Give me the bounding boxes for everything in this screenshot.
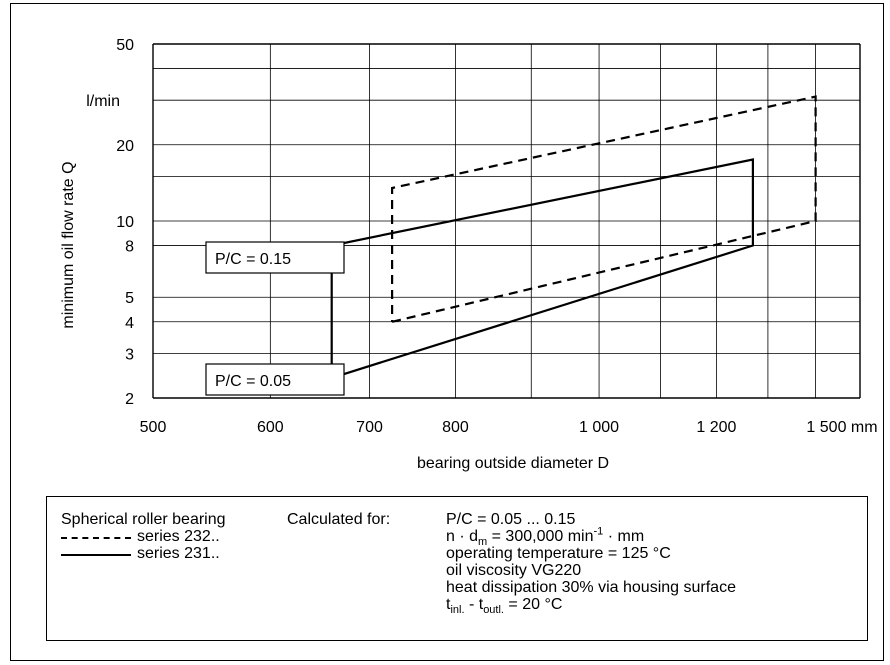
y-axis-label: minimum oil flow rate Q bbox=[60, 161, 77, 328]
y-tick-label: 20 bbox=[116, 138, 134, 155]
calc-conditions: P/C = 0.05 ... 0.15 n · dm = 300,000 min… bbox=[446, 511, 736, 617]
x-tick-label: 600 bbox=[257, 419, 284, 436]
annotation-pc-005: P/C = 0.05 bbox=[205, 363, 345, 396]
x-axis-label: bearing outside diameter D bbox=[417, 455, 609, 472]
legend-series-column: Spherical roller bearing series 232.. se… bbox=[61, 511, 301, 562]
legend-title: Spherical roller bearing bbox=[61, 511, 226, 528]
figure-frame bbox=[10, 3, 884, 661]
calc-line-pc: P/C = 0.05 ... 0.15 bbox=[446, 511, 576, 528]
y-tick-label: 5 bbox=[125, 290, 134, 307]
legend-entry-232: series 232.. bbox=[61, 528, 301, 545]
series-layer bbox=[330, 95, 817, 379]
tick-labels: 500 600 700 800 1 000 1 200 1 500 mm 2 3 4 5 8 10 20 5… bbox=[116, 37, 877, 436]
solid-line-swatch bbox=[61, 553, 131, 556]
legend-box: Spherical roller bearing series 232.. se… bbox=[46, 496, 868, 641]
x-tick-label: 700 bbox=[356, 419, 383, 436]
x-tick-label: 800 bbox=[442, 419, 469, 436]
series-231-outline bbox=[330, 158, 754, 379]
y-unit-label: l/min bbox=[86, 93, 120, 110]
y-tick-label: 10 bbox=[116, 214, 134, 231]
x-tick-label: 500 bbox=[140, 419, 167, 436]
legend-label-232: series 232.. bbox=[137, 528, 220, 545]
calc-line-speed: n · dm = 300,000 min-1 · mm bbox=[446, 525, 645, 549]
y-tick-label: 3 bbox=[125, 346, 134, 363]
annotation-box bbox=[205, 241, 345, 274]
annotation-text: P/C = 0.15 bbox=[215, 251, 291, 268]
y-tick-label: 8 bbox=[125, 239, 134, 256]
y-tick-label: 2 bbox=[125, 391, 134, 408]
legend-entry-231: series 231.. bbox=[61, 545, 301, 562]
x-tick-label: 1 000 bbox=[579, 419, 619, 436]
annotation-box bbox=[205, 363, 345, 396]
calc-line-temperature: operating temperature = 125 °C bbox=[446, 545, 671, 562]
calc-line-temp-diff: tinl. - toutl. = 20 °C bbox=[446, 596, 563, 617]
annotation-pc-015: P/C = 0.15 bbox=[205, 241, 345, 274]
calc-line-heat: heat dissipation 30% via housing surface bbox=[446, 579, 736, 596]
annotation-text: P/C = 0.05 bbox=[215, 373, 291, 390]
x-tick-label: 1 200 bbox=[696, 419, 736, 436]
calc-line-viscosity: oil viscosity VG220 bbox=[446, 562, 582, 579]
legend-label-231: series 231.. bbox=[137, 545, 220, 562]
y-tick-label: 50 bbox=[116, 37, 134, 54]
y-tick-label: 4 bbox=[125, 315, 134, 332]
x-tick-label: 1 500 mm bbox=[806, 419, 877, 436]
calc-label: Calculated for: bbox=[287, 511, 391, 528]
dashed-line-swatch bbox=[61, 536, 131, 539]
